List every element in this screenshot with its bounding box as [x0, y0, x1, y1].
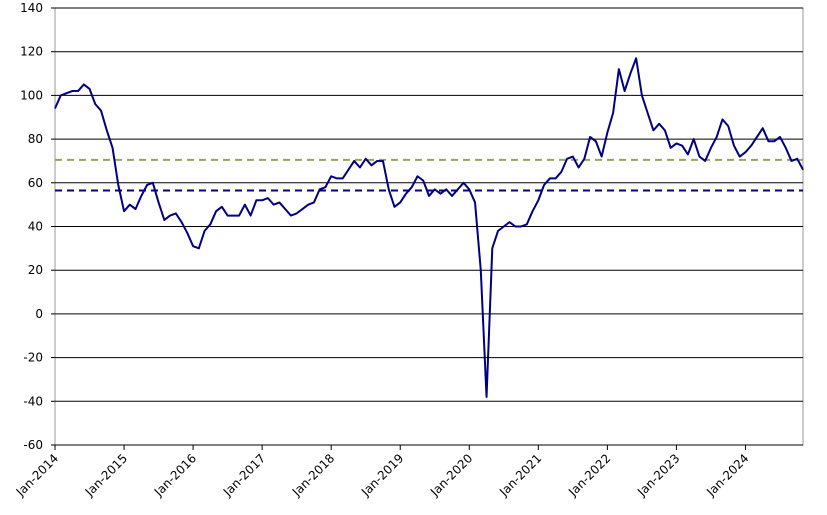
x-tick-label: Jan-2021 — [496, 451, 544, 499]
x-tick-label: Jan-2017 — [220, 451, 268, 499]
y-tick-label: 60 — [28, 176, 43, 190]
y-tick-label: 140 — [20, 1, 43, 15]
y-tick-label: -60 — [23, 438, 43, 452]
x-tick-label: Jan-2016 — [151, 451, 199, 499]
y-tick-label: 100 — [20, 88, 43, 102]
price-line — [54, 57, 804, 398]
x-tick-label: Jan-2018 — [289, 451, 337, 499]
y-tick-label: 0 — [35, 307, 43, 321]
x-tick-label: Jan-2023 — [634, 451, 682, 499]
x-tick-label: Jan-2014 — [13, 451, 61, 499]
x-tick-label: Jan-2022 — [565, 451, 613, 499]
x-tick-label: Jan-2019 — [358, 451, 406, 499]
y-tick-label: 120 — [20, 45, 43, 59]
x-tick-label: Jan-2024 — [703, 451, 751, 499]
y-tick-label: 20 — [28, 263, 43, 277]
y-tick-label: 80 — [28, 132, 43, 146]
x-tick-label: Jan-2015 — [82, 451, 130, 499]
y-tick-label: -40 — [23, 394, 43, 408]
y-tick-label: 40 — [28, 220, 43, 234]
y-tick-label: -20 — [23, 351, 43, 365]
x-tick-label: Jan-2020 — [427, 451, 475, 499]
